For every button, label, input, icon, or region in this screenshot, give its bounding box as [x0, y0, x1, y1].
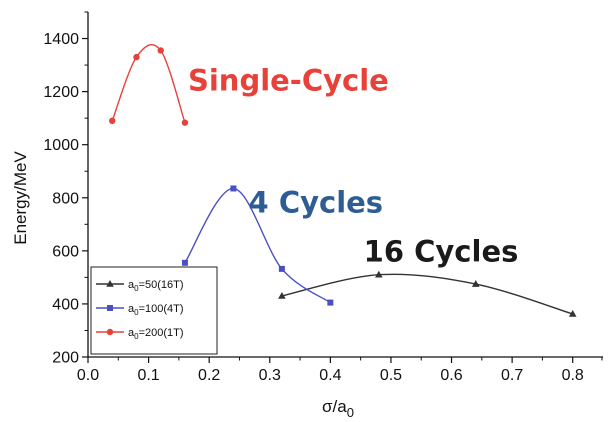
x-tick-label-1: 0.1 — [137, 367, 159, 384]
series-0-point-2 — [471, 280, 480, 287]
legend: a0=50(16T) a0=100(4T) a0=200(1T) — [90, 266, 218, 355]
x-axis-title: σ/a0 — [322, 397, 354, 420]
y-tick-label-0: 200 — [52, 350, 79, 367]
x-tick-label-6: 0.6 — [440, 367, 462, 384]
y-tick-label-3: 800 — [52, 190, 79, 207]
series-1 — [181, 185, 334, 306]
annotation-1: 4 Cycles — [249, 185, 384, 219]
legend-marker-2 — [106, 328, 114, 336]
series-1-point-0 — [181, 259, 188, 266]
series-1-point-3 — [327, 299, 334, 306]
series-0-line — [281, 273, 573, 315]
x-tick-label-0: 0.0 — [77, 367, 99, 384]
annotation-2: 16 Cycles — [364, 234, 519, 268]
x-tick-label-2: 0.2 — [198, 367, 220, 384]
legend-label-1: a0=100(4T) — [128, 303, 184, 317]
y-axis-title: Energy/MeV — [11, 151, 30, 245]
series-1-point-1 — [230, 185, 237, 192]
series-2-point-1 — [133, 53, 140, 61]
x-tick-label-8: 0.8 — [562, 367, 584, 384]
legend-marker-0 — [106, 280, 114, 287]
x-tick-label-7: 0.7 — [501, 367, 523, 384]
series-2-point-2 — [157, 47, 164, 54]
x-tick-label-5: 0.5 — [380, 367, 402, 384]
legend-label-2: a0=200(1T) — [128, 327, 184, 341]
series-1-line — [184, 187, 331, 304]
axes-layer: 0.0 0.1 0.2 0.3 0.4 0.5 0.6 0.7 0.8 200 400 600 800 1… — [43, 11, 603, 384]
y-tick-label-2: 600 — [52, 243, 79, 260]
y-tick-label-4: 1000 — [43, 137, 79, 154]
series-0 — [278, 270, 577, 317]
legend-label-0: a0=50(16T) — [128, 279, 184, 293]
y-tick-label-6: 1400 — [43, 31, 79, 48]
series-2 — [109, 44, 189, 126]
series-layer — [109, 44, 577, 317]
x-axis-title-sub: 0 — [347, 405, 354, 420]
y-tick-label-5: 1200 — [43, 84, 79, 101]
series-1-point-2 — [278, 265, 285, 272]
annotation-layer: Single-Cycle 4 Cycles 16 Cycles — [188, 63, 518, 268]
x-axis-title-main: σ/a — [322, 397, 347, 416]
series-2-point-3 — [181, 119, 189, 126]
x-tick-label-3: 0.3 — [259, 367, 281, 384]
series-0-point-0 — [278, 291, 286, 299]
series-0-point-3 — [568, 310, 577, 317]
legend-marker-1 — [107, 305, 113, 311]
annotation-0: Single-Cycle — [188, 63, 389, 97]
x-tick-label-4: 0.4 — [319, 367, 341, 384]
y-tick-label-1: 400 — [52, 296, 79, 313]
series-2-line — [111, 44, 186, 123]
series-2-point-0 — [109, 117, 116, 125]
series-0-point-1 — [375, 270, 383, 278]
